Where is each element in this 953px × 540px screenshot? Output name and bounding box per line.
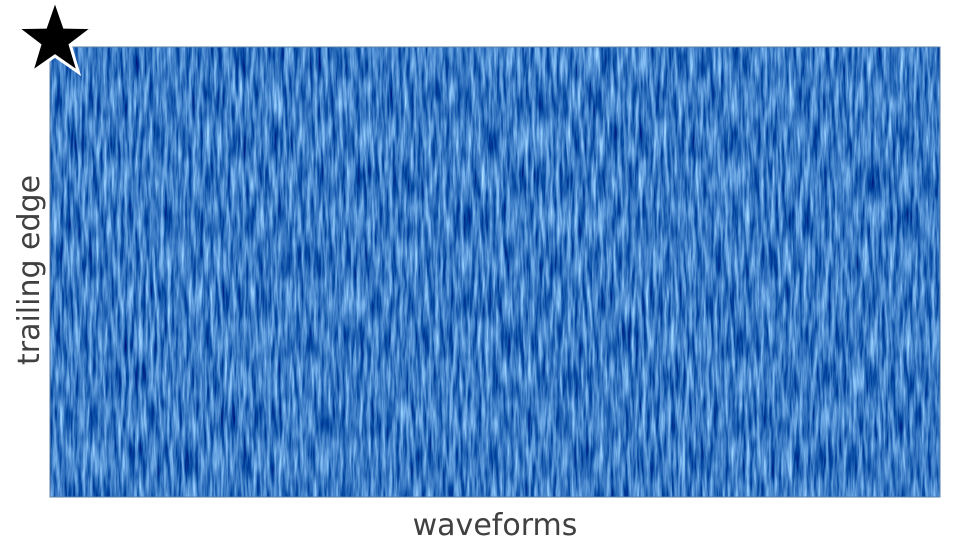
y-axis-label: trailing edge	[12, 175, 47, 365]
x-axis-label: waveforms	[413, 508, 578, 540]
page: waveforms trailing edge (() => { const d…	[0, 0, 953, 540]
heatmap	[50, 47, 940, 497]
figure: waveforms trailing edge	[0, 0, 953, 540]
